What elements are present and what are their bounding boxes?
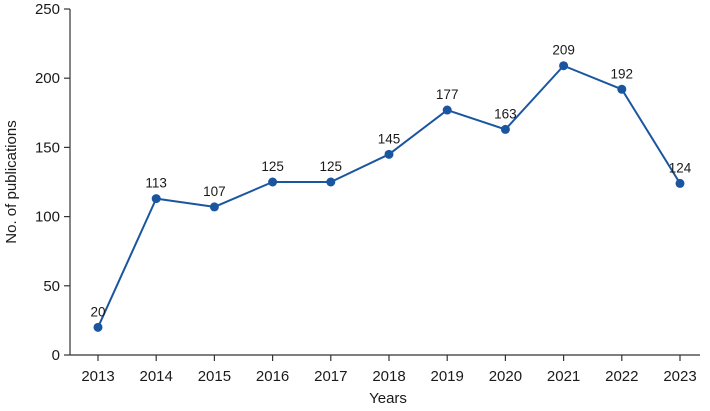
y-tick-labels: 0 50 100 150 200 250 [35, 1, 60, 364]
data-point [326, 177, 336, 187]
x-tick-label: 2017 [314, 368, 347, 385]
data-point [384, 149, 394, 159]
y-axis-title: No. of publications [3, 120, 20, 243]
data-label: 192 [611, 66, 634, 81]
x-tick-label: 2022 [605, 368, 638, 385]
x-tick-label: 2013 [81, 368, 114, 385]
x-tick-label: 2020 [489, 368, 522, 385]
data-point [500, 124, 510, 134]
chart-axes [64, 8, 700, 361]
data-label: 209 [552, 43, 575, 58]
data-label: 107 [203, 184, 226, 199]
data-label: 163 [494, 106, 517, 121]
x-tick-label: 2021 [547, 368, 580, 385]
y-tick-label: 150 [35, 139, 60, 156]
y-tick-label: 50 [43, 278, 60, 295]
data-point [442, 105, 452, 115]
chart-series [93, 61, 685, 332]
x-tick-label: 2019 [431, 368, 464, 385]
x-tick-label: 2018 [372, 368, 405, 385]
x-tick-label: 2015 [198, 368, 231, 385]
x-axis-title: Years [369, 390, 407, 407]
data-label: 145 [378, 131, 401, 146]
x-tick-label: 2014 [140, 368, 173, 385]
x-tick-label: 2023 [663, 368, 696, 385]
data-point [675, 178, 685, 188]
data-labels: 20 113 107 125 125 145 177 163 209 192 124 [90, 43, 691, 320]
data-point [617, 84, 627, 94]
data-label: 124 [669, 160, 692, 175]
data-point [151, 194, 161, 204]
data-point [209, 202, 219, 212]
series-line [97, 64, 681, 328]
y-tick-label: 250 [35, 1, 60, 18]
data-label: 113 [145, 176, 167, 191]
y-tick-label: 200 [35, 70, 60, 87]
data-label: 125 [320, 159, 343, 174]
data-point [559, 61, 569, 71]
y-tick-label: 0 [52, 347, 60, 364]
data-point [93, 322, 103, 332]
data-label: 177 [436, 87, 459, 102]
data-point [268, 177, 278, 187]
x-tick-labels: 2013 2014 2015 2016 2017 2018 2019 2020 2021 2022… [81, 368, 696, 385]
data-label: 20 [90, 304, 105, 319]
y-tick-label: 100 [35, 209, 60, 226]
x-tick-label: 2016 [256, 368, 289, 385]
data-label: 125 [261, 159, 284, 174]
